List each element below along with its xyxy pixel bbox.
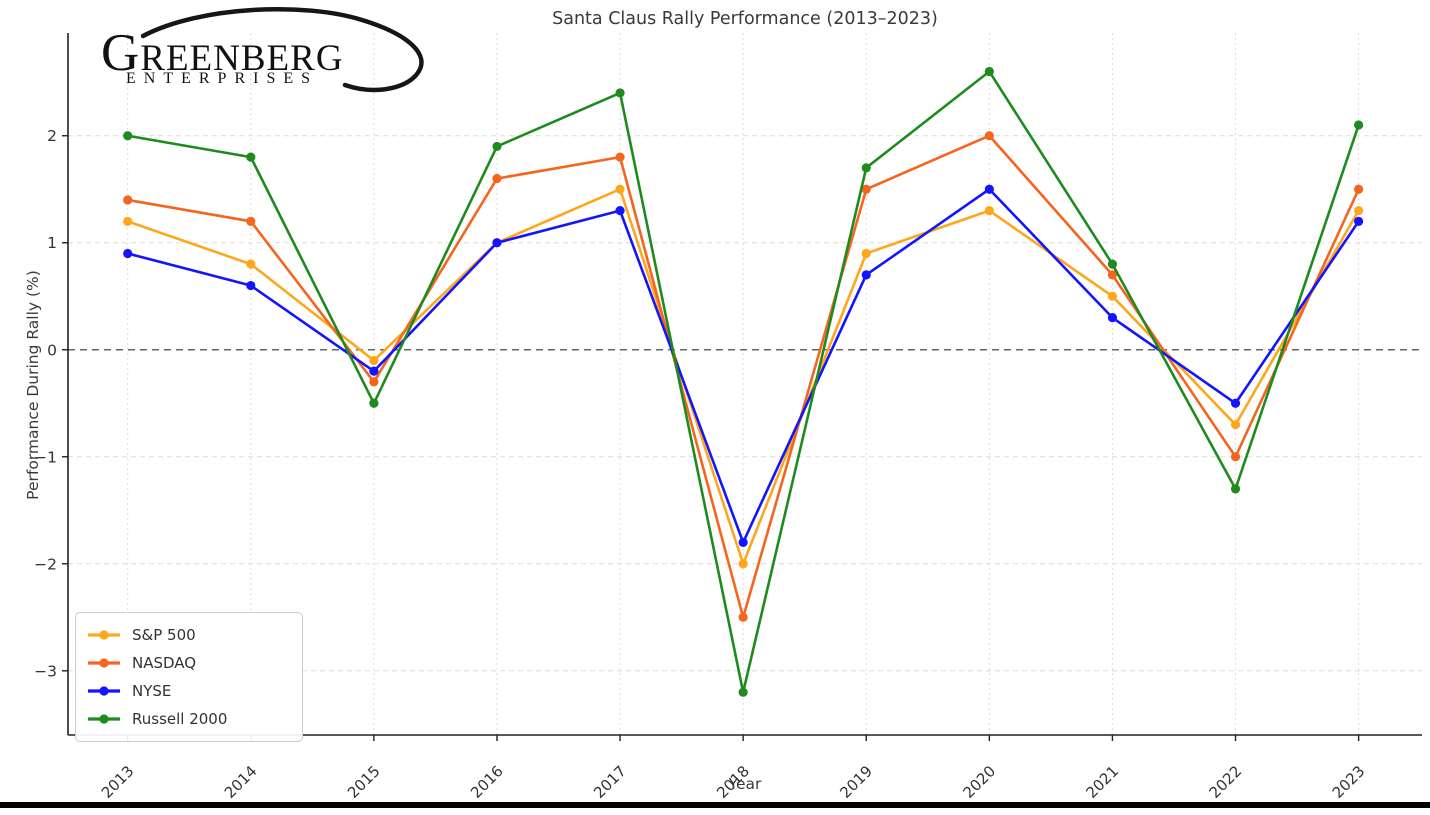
data-point — [1354, 206, 1364, 216]
legend: S&P 500 NASDAQ NYSE Russell 2000 — [75, 612, 303, 742]
legend-label: Russell 2000 — [132, 710, 228, 728]
data-point — [615, 206, 625, 216]
data-point — [861, 163, 871, 173]
data-point — [123, 195, 133, 205]
legend-item: NASDAQ — [86, 649, 292, 677]
data-point — [738, 559, 748, 569]
y-tick-label: −3 — [34, 662, 57, 680]
data-point — [246, 152, 256, 162]
legend-item: NYSE — [86, 677, 292, 705]
data-point — [1107, 259, 1118, 269]
data-point — [984, 131, 994, 141]
data-point — [1354, 216, 1364, 226]
data-point — [1354, 120, 1364, 130]
chart-title: Santa Claus Rally Performance (2013–2023… — [552, 9, 938, 29]
data-point — [1107, 313, 1118, 323]
data-point — [123, 216, 133, 226]
data-point — [738, 612, 748, 622]
data-point — [738, 537, 748, 547]
data-point — [738, 687, 748, 697]
data-point — [369, 355, 379, 366]
data-point — [246, 216, 256, 226]
data-point — [615, 88, 625, 98]
legend-item: S&P 500 — [86, 621, 292, 649]
y-tick-label: 0 — [47, 341, 57, 359]
legend-swatch — [88, 686, 120, 696]
data-point — [123, 248, 133, 259]
data-point — [861, 248, 871, 259]
data-point — [984, 66, 994, 77]
data-point — [984, 184, 994, 194]
data-point — [369, 366, 379, 376]
data-point — [615, 152, 625, 162]
data-point — [861, 184, 871, 194]
data-point — [1354, 184, 1364, 194]
legend-swatch — [88, 714, 120, 724]
data-point — [492, 141, 502, 152]
x-axis-label: Year — [728, 775, 762, 793]
y-tick-label: −1 — [34, 448, 57, 466]
legend-item: Russell 2000 — [86, 705, 292, 733]
data-point — [1230, 452, 1241, 462]
data-point — [615, 184, 625, 194]
y-tick-label: 2 — [47, 127, 57, 145]
data-point — [984, 206, 994, 216]
data-point — [1230, 398, 1241, 408]
legend-label: NASDAQ — [132, 654, 197, 672]
data-point — [246, 259, 256, 269]
data-point — [369, 398, 379, 408]
data-point — [369, 377, 379, 387]
data-point — [123, 131, 133, 141]
y-axis-label: Performance During Rally (%) — [24, 270, 42, 500]
legend-label: NYSE — [132, 682, 172, 700]
legend-swatch — [88, 658, 120, 668]
data-point — [861, 270, 871, 280]
legend-swatch — [88, 630, 120, 640]
bottom-black-bar — [0, 802, 1430, 808]
data-point — [492, 173, 502, 184]
y-tick-label: 1 — [47, 234, 57, 252]
legend-label: S&P 500 — [132, 626, 196, 644]
data-point — [1107, 291, 1118, 301]
y-tick-label: −2 — [34, 555, 57, 573]
data-point — [1107, 270, 1118, 280]
data-point — [1230, 420, 1241, 430]
data-point — [246, 280, 256, 291]
data-point — [492, 238, 502, 248]
data-point — [1230, 484, 1241, 494]
